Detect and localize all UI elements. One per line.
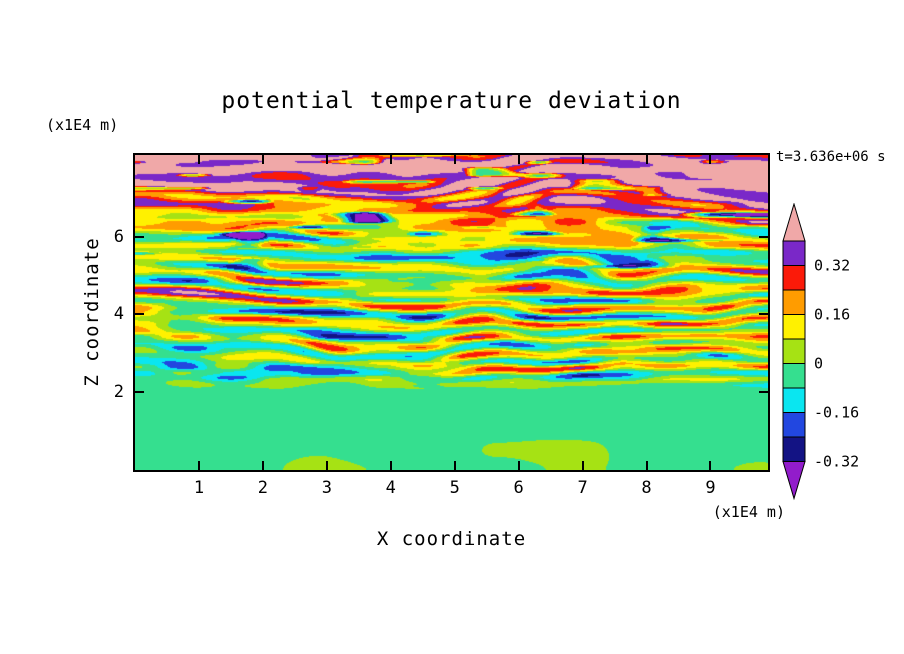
colorbar-box (782, 265, 806, 291)
x-tick-label: 2 (257, 478, 268, 498)
colorbar-tick-label: 0 (814, 355, 823, 373)
chart-title: potential temperature deviation (221, 88, 682, 114)
x-tick-label: 5 (449, 478, 460, 498)
x-major-tick (581, 461, 584, 470)
y-major-tick (135, 391, 144, 394)
y-tick-label: 6 (113, 226, 124, 247)
colorbar-box (782, 289, 806, 315)
x-major-tick (325, 461, 328, 470)
x-tick-label: 3 (321, 478, 332, 498)
colorbar-tick-label: -0.32 (814, 453, 859, 471)
y-tick-label: 4 (113, 304, 124, 325)
x-axis-title: X coordinate (376, 528, 527, 550)
y-major-tick (759, 235, 768, 238)
x-major-tick (389, 155, 392, 164)
x-major-tick (709, 461, 712, 470)
colorbar-bottom-arrow (782, 461, 806, 501)
x-major-tick (453, 461, 456, 470)
x-major-tick (389, 461, 392, 470)
temperature-field-canvas (135, 155, 768, 470)
x-tick-label: 1 (193, 478, 205, 498)
colorbar-box (782, 363, 806, 389)
colorbar-top-arrow (782, 203, 806, 242)
x-tick-label: 6 (513, 478, 524, 498)
x-major-tick (517, 461, 520, 470)
y-major-tick (759, 313, 768, 316)
x-axis-unit-label: (x1E4 m) (712, 503, 785, 521)
y-major-tick (135, 313, 144, 316)
y-major-tick (135, 235, 144, 238)
x-major-tick (645, 461, 648, 470)
x-tick-label: 7 (577, 478, 588, 498)
colorbar-box (782, 314, 806, 340)
x-tick-label: 4 (385, 478, 396, 498)
colorbar-tick-label: -0.16 (814, 404, 859, 422)
plot-area (133, 153, 770, 472)
x-major-tick (325, 155, 328, 164)
colorbar-box (782, 387, 806, 413)
y-tick-label: 2 (113, 382, 124, 403)
z-axis-unit-label: (x1E4 m) (46, 116, 119, 134)
x-major-tick (453, 155, 456, 164)
x-major-tick (581, 155, 584, 164)
x-tick-label: 8 (641, 478, 652, 498)
x-major-tick (517, 155, 520, 164)
colorbar-box (782, 436, 806, 462)
colorbar-box (782, 338, 806, 364)
x-major-tick (261, 155, 264, 164)
colorbar-box (782, 240, 806, 266)
colorbar: 0.32 0.16 0 -0.16 -0.32 (782, 203, 859, 501)
timestamp-label: t=3.636e+06 s (776, 149, 886, 165)
y-major-tick (759, 391, 768, 394)
colorbar-box (782, 412, 806, 438)
x-tick-label: 9 (705, 478, 716, 498)
x-major-tick (261, 461, 264, 470)
x-major-tick (197, 461, 200, 470)
colorbar-tick-label: 0.32 (814, 257, 850, 275)
x-major-tick (709, 155, 712, 164)
colorbar-tick-label: 0.16 (814, 306, 850, 324)
x-major-tick (197, 155, 200, 164)
x-major-tick (645, 155, 648, 164)
